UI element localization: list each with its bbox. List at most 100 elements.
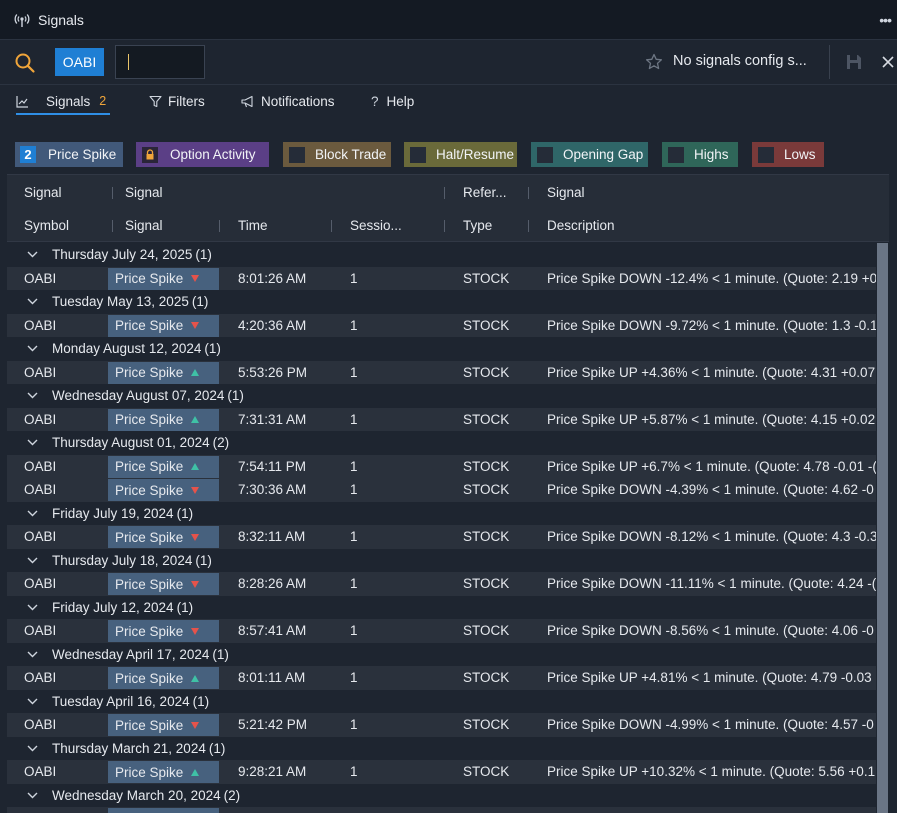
group-header-row[interactable]: Friday July 19, 2024 (1) bbox=[7, 501, 876, 525]
chevron-down-icon[interactable] bbox=[27, 298, 38, 305]
group-header-row[interactable]: Tuesday May 13, 2025 (1) bbox=[7, 290, 876, 314]
group-header-row[interactable]: Thursday August 01, 2024 (2) bbox=[7, 431, 876, 455]
cell-session: 1 bbox=[350, 623, 358, 639]
chip-lows[interactable]: Lows bbox=[752, 142, 824, 167]
chevron-down-icon[interactable] bbox=[27, 604, 38, 611]
header-type[interactable]: Type bbox=[463, 217, 493, 233]
chevron-down-icon[interactable] bbox=[27, 651, 38, 658]
group-header-row[interactable]: Wednesday August 07, 2024 (1) bbox=[7, 384, 876, 408]
cell-signal[interactable]: Price Spike bbox=[108, 573, 219, 595]
header-signal-group[interactable]: Signal bbox=[24, 184, 62, 200]
header-symbol[interactable]: Symbol bbox=[24, 217, 70, 233]
header-signal-group-3[interactable]: Signal bbox=[547, 184, 585, 200]
chip-highs[interactable]: Highs bbox=[662, 142, 738, 167]
chevron-down-icon[interactable] bbox=[27, 392, 38, 399]
table-row[interactable]: OABI Price Spike 5:53:26 PM 1 STOCK Price Spi… bbox=[7, 360, 876, 384]
tab-filters[interactable]: Filters bbox=[149, 85, 205, 117]
cell-session: 1 bbox=[350, 670, 358, 686]
chevron-down-icon[interactable] bbox=[27, 345, 38, 352]
symbol-badge[interactable]: OABI bbox=[55, 48, 104, 76]
table-row[interactable]: OABI Price Spike 4:20:36 AM 1 STOCK Price Spi… bbox=[7, 313, 876, 337]
search-icon[interactable] bbox=[14, 52, 36, 74]
star-icon[interactable] bbox=[645, 53, 663, 71]
table-row[interactable]: OABI Price Spike 8:01:11 AM 1 STOCK Price Spi… bbox=[7, 666, 876, 690]
more-menu-icon[interactable]: ••• bbox=[879, 12, 892, 28]
cell-signal[interactable]: Price Spike bbox=[108, 408, 219, 431]
group-date: Friday July 19, 2024 bbox=[52, 505, 174, 521]
config-status[interactable]: No signals config s... bbox=[673, 53, 807, 69]
table-row[interactable]: OABI Price Spike 8:32:11 AM 1 STOCK Price Spi… bbox=[7, 525, 876, 549]
chevron-down-icon[interactable] bbox=[27, 745, 38, 752]
chevron-down-icon[interactable] bbox=[27, 792, 38, 799]
cell-type: STOCK bbox=[463, 764, 510, 780]
group-header-row[interactable]: Thursday July 24, 2025 (1) bbox=[7, 243, 876, 267]
group-count: (1) bbox=[176, 599, 194, 615]
cell-signal[interactable]: Price Spike bbox=[108, 620, 219, 642]
broadcast-icon bbox=[14, 13, 30, 27]
cell-signal[interactable]: Price Spike bbox=[108, 361, 219, 384]
chip-halt-resume[interactable]: Halt/Resume bbox=[404, 142, 517, 167]
toolbar-divider bbox=[829, 45, 830, 79]
table-row[interactable]: OABI Price Spike 8:28:26 AM 1 STOCK Price Spi… bbox=[7, 572, 876, 596]
cell-signal[interactable]: Price Spike bbox=[108, 314, 219, 337]
vertical-scrollbar[interactable] bbox=[876, 243, 889, 813]
header-signal[interactable]: Signal bbox=[125, 217, 163, 233]
header-time[interactable]: Time bbox=[238, 217, 268, 233]
chevron-down-icon[interactable] bbox=[27, 698, 38, 705]
cell-signal[interactable]: Price Spike bbox=[108, 761, 219, 783]
group-header-row[interactable]: Tuesday April 16, 2024 (1) bbox=[7, 689, 876, 713]
cell-signal[interactable]: Price Spike bbox=[108, 714, 219, 736]
group-header-row[interactable]: Wednesday March 20, 2024 (2) bbox=[7, 783, 876, 807]
chip-block-trade[interactable]: Block Trade bbox=[283, 142, 391, 167]
cell-signal[interactable] bbox=[108, 808, 219, 813]
scrollbar-thumb[interactable] bbox=[877, 243, 888, 813]
cell-symbol: OABI bbox=[24, 623, 57, 639]
cell-signal[interactable]: Price Spike bbox=[108, 667, 219, 689]
chevron-down-icon[interactable] bbox=[27, 557, 38, 564]
chip-option-activity[interactable]: Option Activity bbox=[136, 142, 269, 167]
group-header-row[interactable]: Friday July 12, 2024 (1) bbox=[7, 595, 876, 619]
table-row[interactable]: OABI Price Spike 8:01:26 AM 1 STOCK Price Spi… bbox=[7, 266, 876, 290]
chevron-down-icon[interactable] bbox=[27, 439, 38, 446]
group-header-row[interactable]: Monday August 12, 2024 (1) bbox=[7, 337, 876, 361]
header-session[interactable]: Sessio... bbox=[350, 217, 402, 233]
signal-label: Price Spike bbox=[115, 365, 184, 380]
header-signal-group-2[interactable]: Signal bbox=[125, 184, 163, 200]
cell-signal[interactable]: Price Spike bbox=[108, 455, 219, 478]
table-row[interactable] bbox=[7, 807, 876, 813]
table-row[interactable]: OABI Price Spike 5:21:42 PM 1 STOCK Price Spi… bbox=[7, 713, 876, 737]
group-date: Thursday July 18, 2024 bbox=[52, 552, 193, 568]
tab-help[interactable]: ? Help bbox=[371, 85, 414, 117]
tab-signals[interactable]: Signals 2 bbox=[16, 85, 111, 117]
arrow-up-icon bbox=[191, 768, 200, 776]
cell-type: STOCK bbox=[463, 623, 510, 639]
cell-signal[interactable]: Price Spike bbox=[108, 479, 219, 501]
cell-signal[interactable]: Price Spike bbox=[108, 526, 219, 548]
cell-signal[interactable]: Price Spike bbox=[108, 267, 219, 290]
chevron-down-icon[interactable] bbox=[27, 510, 38, 517]
group-header-row[interactable]: Wednesday April 17, 2024 (1) bbox=[7, 642, 876, 666]
group-header-row[interactable]: Thursday July 18, 2024 (1) bbox=[7, 548, 876, 572]
chip-label: Lows bbox=[784, 147, 816, 162]
symbol-input[interactable] bbox=[115, 45, 205, 79]
save-icon[interactable] bbox=[845, 53, 863, 71]
table-row[interactable]: OABI Price Spike 7:31:31 AM 1 STOCK Price Spi… bbox=[7, 407, 876, 431]
chip-price-spike[interactable]: 2 Price Spike bbox=[15, 142, 123, 167]
table-row[interactable]: OABI Price Spike 8:57:41 AM 1 STOCK Price Spi… bbox=[7, 619, 876, 643]
table-row[interactable]: OABI Price Spike 7:30:36 AM 1 STOCK Price Spi… bbox=[7, 478, 876, 502]
tab-notifications[interactable]: Notifications bbox=[241, 85, 335, 117]
arrow-down-icon bbox=[191, 580, 200, 588]
chip-opening-gap[interactable]: Opening Gap bbox=[531, 142, 648, 167]
signal-label: Price Spike bbox=[115, 412, 184, 427]
table-row[interactable]: OABI Price Spike 9:28:21 AM 1 STOCK Price Spi… bbox=[7, 760, 876, 784]
header-description[interactable]: Description bbox=[547, 217, 615, 233]
chip-label: Opening Gap bbox=[563, 147, 644, 162]
signal-label: Price Spike bbox=[115, 459, 184, 474]
cell-time: 5:53:26 PM bbox=[238, 364, 308, 380]
chevron-down-icon[interactable] bbox=[27, 251, 38, 258]
table-row[interactable]: OABI Price Spike 7:54:11 PM 1 STOCK Price Spi… bbox=[7, 454, 876, 478]
group-count: (1) bbox=[192, 693, 210, 709]
group-header-row[interactable]: Thursday March 21, 2024 (1) bbox=[7, 736, 876, 760]
close-icon[interactable] bbox=[880, 54, 896, 70]
header-reference-group[interactable]: Refer... bbox=[463, 184, 507, 200]
